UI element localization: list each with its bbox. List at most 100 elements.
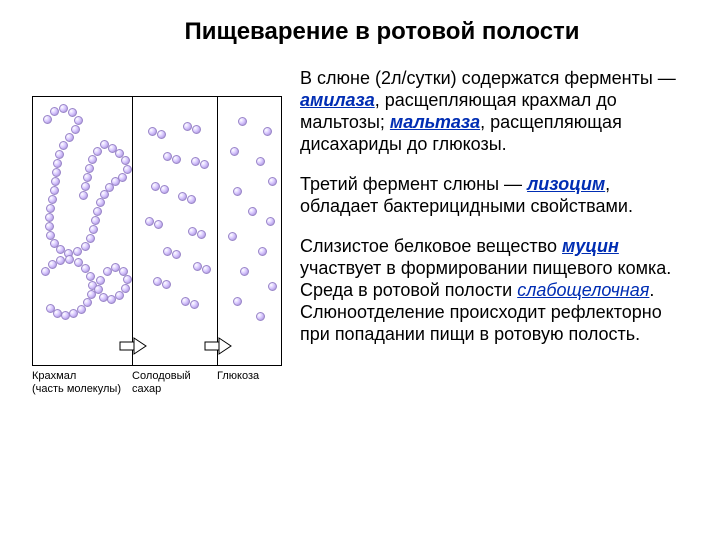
molecule-bead: [91, 216, 100, 225]
molecule-bead: [74, 116, 83, 125]
label-text: Крахмал: [32, 370, 76, 382]
molecule-bead: [192, 125, 201, 134]
molecule-bead: [43, 115, 52, 124]
molecule-bead: [187, 195, 196, 204]
molecule-bead: [256, 312, 265, 321]
molecule-bead: [53, 159, 62, 168]
panel-starch: [33, 97, 133, 365]
molecule-bead: [50, 107, 59, 116]
molecule-bead: [268, 177, 277, 186]
label-text: Глюкоза: [217, 370, 259, 382]
label-text: (часть молекулы): [32, 383, 121, 395]
molecule-bead: [46, 304, 55, 313]
label-glucose: Глюкоза: [217, 370, 282, 395]
molecule-bead: [258, 247, 267, 256]
diagram-column: Крахмал (часть молекулы) Солодовый сахар…: [32, 68, 282, 395]
molecule-bead: [81, 182, 90, 191]
molecule-bead: [154, 220, 163, 229]
molecule-bead: [153, 277, 162, 286]
molecule-bead: [83, 173, 92, 182]
molecule-bead: [256, 157, 265, 166]
molecule-bead: [85, 164, 94, 173]
molecule-bead: [163, 247, 172, 256]
panel-glucose: [218, 97, 283, 365]
molecule-bead: [94, 285, 103, 294]
molecule-bead: [61, 311, 70, 320]
molecule-bead: [65, 255, 74, 264]
molecule-bead: [100, 140, 109, 149]
page-title: Пищеварение в ротовой полости: [72, 18, 692, 46]
label-text: Солодовый: [132, 370, 191, 382]
body-text: В слюне (2л/сутки) содержатся ферменты —: [300, 68, 676, 88]
molecule-bead: [191, 157, 200, 166]
molecule-bead: [41, 267, 50, 276]
paragraph-1: В слюне (2л/сутки) содержатся ферменты —…: [300, 68, 692, 156]
molecule-bead: [240, 267, 249, 276]
molecule-bead: [230, 147, 239, 156]
molecule-bead: [163, 152, 172, 161]
arrow-icon: [118, 335, 148, 357]
text-column: В слюне (2л/сутки) содержатся ферменты —…: [300, 68, 692, 395]
molecule-bead: [88, 155, 97, 164]
molecule-bead: [89, 225, 98, 234]
molecule-bead: [160, 185, 169, 194]
molecule-bead: [108, 144, 117, 153]
label-maltose: Солодовый сахар: [132, 370, 217, 395]
molecule-bead: [45, 213, 54, 222]
molecule-bead: [48, 195, 57, 204]
molecule-bead: [96, 198, 105, 207]
molecule-bead: [86, 272, 95, 281]
molecule-bead: [148, 127, 157, 136]
slide: Пищеварение в ротовой полости: [0, 0, 720, 540]
molecule-bead: [56, 256, 65, 265]
molecule-bead: [183, 122, 192, 131]
term-amylase: амилаза: [300, 90, 375, 110]
term-mucin: муцин: [562, 236, 619, 256]
molecule-bead: [157, 130, 166, 139]
molecule-bead: [228, 232, 237, 241]
molecule-bead: [188, 227, 197, 236]
molecule-bead: [162, 280, 171, 289]
molecule-bead: [51, 177, 60, 186]
molecule-bead: [52, 168, 61, 177]
term-maltase: мальтаза: [390, 112, 480, 132]
diagram-labels: Крахмал (часть молекулы) Солодовый сахар…: [32, 370, 282, 395]
molecule-bead: [197, 230, 206, 239]
molecule-bead: [81, 242, 90, 251]
molecule-bead: [65, 133, 74, 142]
molecule-bead: [123, 165, 132, 174]
arrow-icon: [203, 335, 233, 357]
molecule-bead: [121, 156, 130, 165]
molecule-bead: [193, 262, 202, 271]
panel-maltose: [133, 97, 218, 365]
molecule-bead: [190, 300, 199, 309]
molecule-bead: [266, 217, 275, 226]
molecule-bead: [55, 150, 64, 159]
molecule-bead: [172, 250, 181, 259]
molecule-bead: [79, 191, 88, 200]
molecule-bead: [233, 297, 242, 306]
molecule-bead: [202, 265, 211, 274]
molecule-bead: [59, 141, 68, 150]
molecule-bead: [115, 291, 124, 300]
body-text: Третий фермент слюны —: [300, 174, 527, 194]
term-alkaline: слабощелочная: [517, 280, 649, 300]
molecule-bead: [50, 186, 59, 195]
starch-diagram: [32, 96, 282, 366]
molecule-bead: [248, 207, 257, 216]
paragraph-3: Слизистое белковое вещество муцин участв…: [300, 236, 692, 346]
molecule-bead: [46, 204, 55, 213]
molecule-bead: [93, 207, 102, 216]
molecule-bead: [233, 187, 242, 196]
molecule-bead: [263, 127, 272, 136]
label-text: сахар: [132, 383, 161, 395]
label-starch: Крахмал (часть молекулы): [32, 370, 132, 395]
molecule-bead: [145, 217, 154, 226]
molecule-bead: [172, 155, 181, 164]
molecule-bead: [59, 104, 68, 113]
molecule-bead: [45, 222, 54, 231]
molecule-bead: [123, 275, 132, 284]
molecule-bead: [200, 160, 209, 169]
paragraph-2: Третий фермент слюны — лизоцим, обладает…: [300, 174, 692, 218]
molecule-bead: [151, 182, 160, 191]
